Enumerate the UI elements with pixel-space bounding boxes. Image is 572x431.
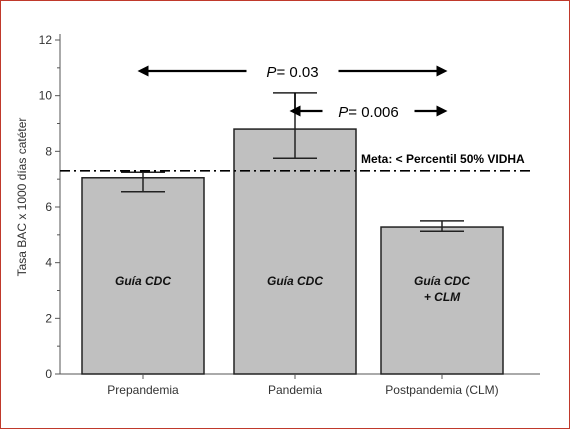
reference-line-label: Meta: < Percentil 50% VIDHA [361, 152, 525, 166]
bar-inner-label: Guía CDC [267, 274, 323, 288]
p-value-text: = 0.03 [276, 64, 318, 81]
bar-inner-label: Guía CDC [414, 274, 470, 288]
y-tick-label: 2 [45, 311, 52, 325]
y-tick-label: 0 [45, 367, 52, 381]
bar [233, 128, 357, 375]
y-tick-label: 4 [45, 256, 52, 270]
bar-inner-label: Guía CDC [115, 274, 171, 288]
x-tick-label: Prepandemia [107, 383, 179, 397]
y-tick-label: 6 [45, 200, 52, 214]
bar-inner-label: + CLM [424, 290, 461, 304]
y-axis-label-group: Tasa BAC x 1000 días catéter [15, 118, 29, 277]
x-tick-label: Pandemia [268, 383, 322, 397]
y-tick-label: 10 [39, 89, 53, 103]
p-value-text: = 0.006 [348, 104, 398, 121]
comparison-p-value: P= 0.006 [338, 104, 398, 121]
p-symbol: P [266, 64, 276, 81]
y-axis-label: Tasa BAC x 1000 días catéter [15, 118, 29, 277]
x-tick-label: Postpandemia (CLM) [385, 383, 498, 397]
y-tick-label: 8 [45, 144, 52, 158]
comparisons-group: P= 0.03P= 0.006 [137, 64, 448, 121]
reference-line-group: Meta: < Percentil 50% VIDHA [60, 152, 530, 172]
bar [81, 177, 205, 375]
bars: Prepandemia Guía CDC Pandemia Guía CDC Postp… [81, 92, 504, 397]
y-tick-label: 12 [39, 33, 53, 47]
p-symbol: P [338, 104, 348, 121]
comparison-p-value: P= 0.03 [266, 64, 318, 81]
